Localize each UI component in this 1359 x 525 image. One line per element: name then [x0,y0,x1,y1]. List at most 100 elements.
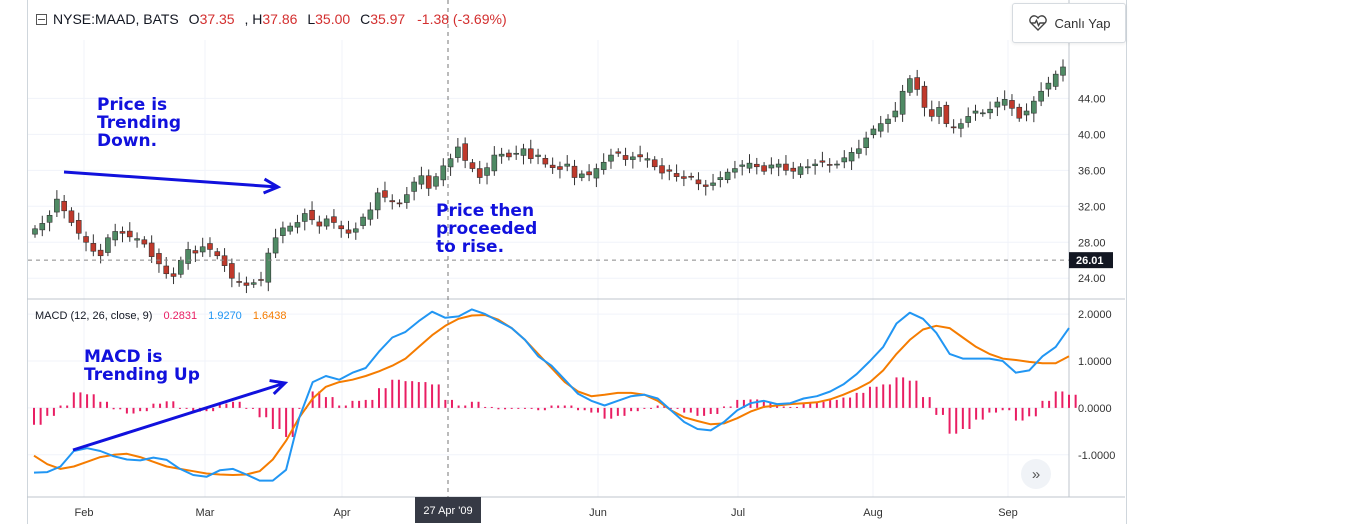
go-live-button[interactable]: Canlı Yap [1012,3,1126,43]
candle-body [892,110,899,118]
candle [345,220,352,239]
candle-body [250,282,257,285]
candle-body [199,246,206,253]
macd-title[interactable]: MACD (12, 26, close, 9) [35,310,153,322]
candle-body [593,168,600,179]
candle-body [958,123,964,129]
histogram-bar [795,406,798,408]
time-tick-label: Jun [589,507,607,519]
candle [192,245,199,263]
candle-body [724,171,731,180]
macd-legend: MACD (12, 26, close, 9) 0.2831 1.9270 1.… [35,310,295,322]
histogram-bar [378,388,380,408]
candle [520,143,527,165]
histogram-bar [583,407,586,411]
histogram-bar [431,384,434,408]
histogram-bar [908,380,911,408]
histogram-bar [218,403,221,408]
candle-body [352,228,359,233]
collapse-icon[interactable] [36,13,47,25]
candle [170,267,177,285]
time-tick-label: Jul [731,507,745,519]
candle [112,223,118,247]
candle-body [717,177,724,180]
price-tick-label: 44.00 [1078,93,1106,105]
candle-body [549,164,556,168]
candle-body [396,202,403,205]
candle-body [928,109,935,117]
histogram-bar [517,407,520,409]
candle-body [46,214,53,223]
histogram-bar [391,379,394,408]
histogram-bar [450,399,453,408]
candle-body [134,238,140,241]
histogram-bar [829,399,832,408]
histogram-bar [457,405,460,408]
candle [950,119,957,134]
histogram-bar [33,407,35,425]
candle-body [229,263,235,279]
candle [396,199,403,208]
candle [564,155,571,172]
candle-body [863,137,869,148]
candle-body [972,110,979,114]
candle [374,187,381,219]
chart-container[interactable] [27,0,1127,524]
histogram-bar [444,399,447,408]
candle-body [389,200,396,203]
candle-body [105,237,111,253]
candle [506,149,512,161]
histogram-bar [464,405,467,408]
histogram-bar [424,382,427,408]
candle-body [1060,66,1066,76]
candle [666,164,673,181]
candle-body [1045,82,1052,90]
candle [134,232,140,248]
symbol-name[interactable]: NYSE:MAAD, BATS [53,11,179,27]
histogram-bar [112,407,115,410]
candle [914,69,920,96]
candle [265,248,272,292]
candles [32,59,1066,294]
candle [491,146,498,176]
candle [724,168,731,184]
candle-body [331,216,337,223]
candle-body [527,148,534,159]
candle [83,231,89,252]
candle [185,241,191,270]
candle-body [258,279,264,281]
candle [447,153,454,176]
histogram-bar [729,406,732,408]
macd-trend-arrow [72,379,289,452]
candle [695,172,702,191]
histogram-bar [79,392,82,408]
macd-histogram-value: 0.2831 [163,310,198,322]
candle [717,171,724,188]
candle-body [775,163,782,168]
histogram-bar [285,407,288,437]
candle [535,148,541,165]
last-price-label: 26.01 [1076,255,1104,267]
candle-body [1009,100,1015,109]
scroll-to-realtime-button[interactable]: » [1021,459,1051,489]
candle [316,215,323,234]
candle-body [1016,106,1023,119]
candle-body [805,166,811,169]
candle-body [695,179,702,185]
candle-body [418,175,425,185]
histogram-bar [835,399,838,408]
price-tick-label: 24.00 [1078,273,1106,285]
double-chevron-right-icon: » [1031,465,1041,483]
candle-body [207,243,213,250]
candle [921,81,928,117]
candle [258,271,264,287]
candle-body [899,90,906,115]
candle [498,147,505,164]
candle-body [630,156,636,160]
histogram-bar [86,394,89,408]
candle-body [994,101,1001,108]
histogram-bar [915,380,918,408]
candle-body [702,184,709,187]
candle-body [323,218,330,227]
